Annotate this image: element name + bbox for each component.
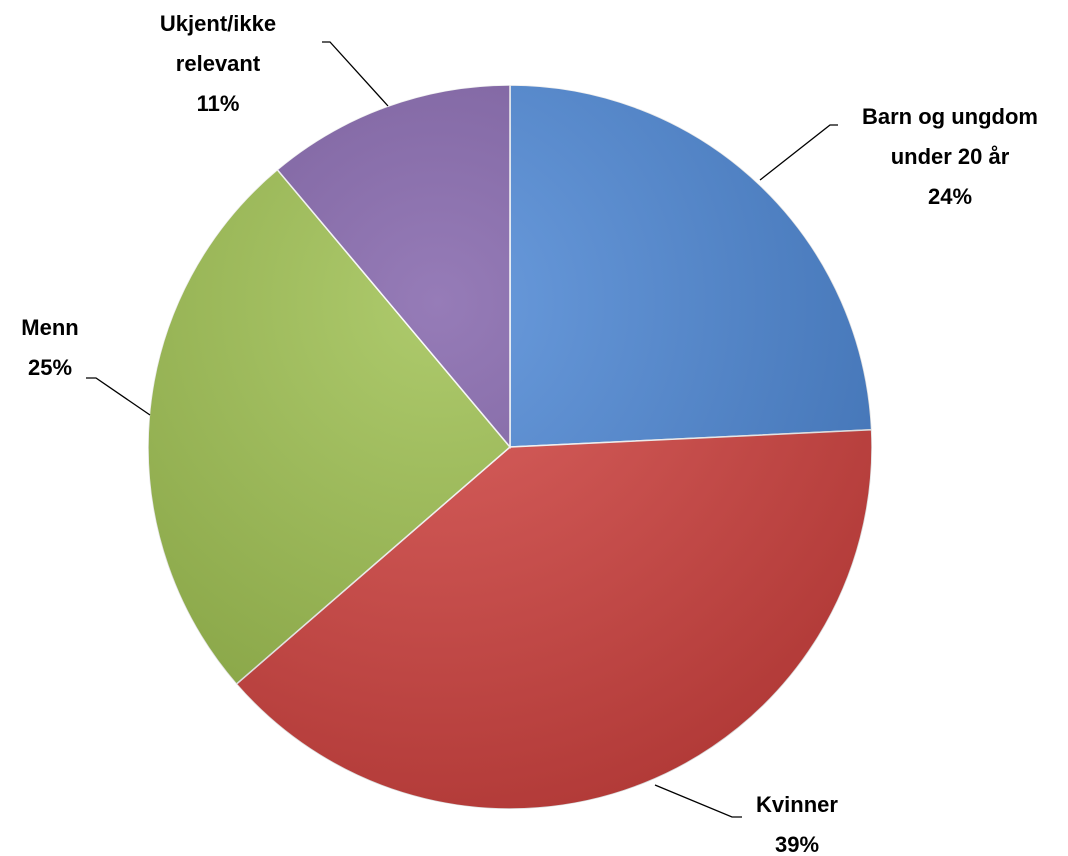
pie-slice: [509, 84, 873, 448]
leader-line: [759, 124, 838, 181]
value-label: 24%: [927, 184, 973, 209]
slice-label: Ukjent/ikke relevant 11%: [138, 4, 298, 124]
category-label: Menn: [21, 315, 79, 340]
value-label: 25%: [27, 355, 73, 380]
slice-label: Kvinner 39%: [727, 785, 867, 856]
slice-label: Menn 25%: [5, 308, 95, 388]
category-label: Barn og ungdom under 20 år: [862, 104, 1038, 169]
leader-line: [654, 784, 742, 818]
category-label: Kvinner: [756, 792, 838, 817]
value-label: 39%: [774, 832, 820, 856]
category-label: Ukjent/ikke relevant: [159, 11, 277, 76]
leader-line: [86, 377, 151, 416]
leader-line: [322, 41, 389, 107]
value-label: 11%: [196, 91, 240, 116]
slice-label: Barn og ungdom under 20 år 24%: [850, 97, 1050, 217]
